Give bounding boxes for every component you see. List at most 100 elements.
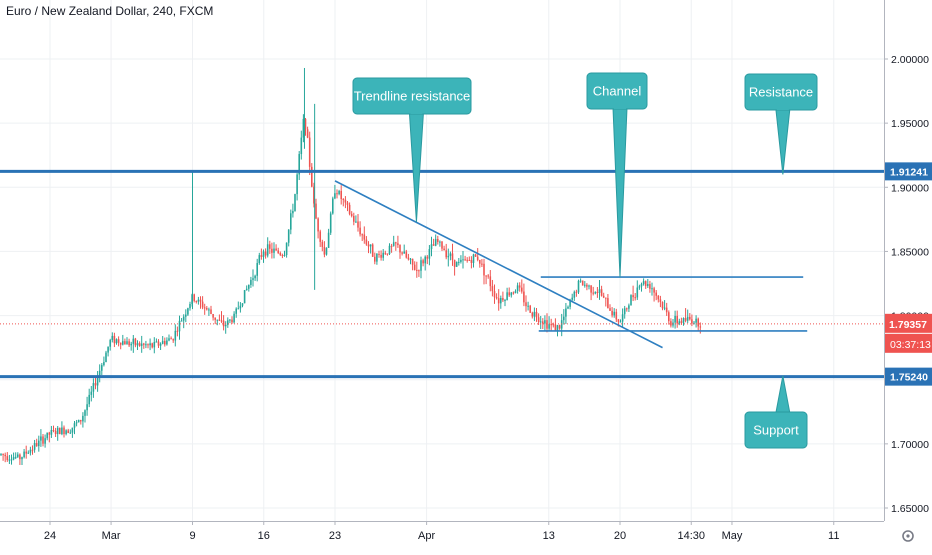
candle-body <box>201 301 204 308</box>
candle-body <box>250 279 252 285</box>
candle-body <box>596 291 599 293</box>
candle-body <box>434 239 437 246</box>
candle-body <box>329 213 332 233</box>
time-axis-label: Mar <box>102 530 121 542</box>
trendline-resistance[interactable] <box>334 180 663 349</box>
candle-body <box>12 457 15 460</box>
candle-body <box>216 319 219 321</box>
candle-body <box>38 440 40 447</box>
candle-body <box>126 341 128 345</box>
candle-body <box>227 320 229 325</box>
candle-body <box>294 194 296 211</box>
candle-body <box>382 252 384 258</box>
candle-body <box>586 284 588 287</box>
candle-body <box>401 252 403 254</box>
candle-body <box>319 231 321 242</box>
candle-body <box>174 330 177 341</box>
time-axis-label: 11 <box>828 530 839 542</box>
callout-box <box>744 411 808 449</box>
candle-body <box>474 254 477 257</box>
level-price-label: 1.91241 <box>890 166 928 178</box>
candle-body <box>426 256 429 259</box>
candle-body <box>598 289 601 293</box>
candle-body <box>140 343 143 346</box>
candle-body <box>611 310 613 316</box>
candle-body <box>157 341 160 346</box>
candle-body <box>48 432 51 435</box>
candle-body <box>29 449 32 453</box>
candle-body <box>287 229 290 243</box>
candle-body <box>548 324 550 329</box>
chart-title: Euro / New Zealand Dollar, 240, FXCM <box>6 4 214 18</box>
candle-body <box>17 454 19 457</box>
candle-body <box>111 335 114 341</box>
candle-body <box>390 245 393 247</box>
candle-body <box>172 339 174 341</box>
candle-body <box>571 297 573 300</box>
callout-support[interactable]: Support <box>744 375 808 449</box>
candle-body <box>560 320 563 329</box>
candle-body <box>523 291 525 303</box>
current-price-tag <box>885 313 932 333</box>
candle-body <box>577 280 580 293</box>
candle-body <box>14 456 17 458</box>
candle-body <box>592 292 594 294</box>
candle-body <box>388 245 391 255</box>
candle-body <box>262 251 265 257</box>
candle-body <box>655 292 657 296</box>
callout-resistance[interactable]: Resistance <box>744 73 818 175</box>
candle-body <box>252 278 254 280</box>
candle-body <box>8 459 11 461</box>
callout-label: Support <box>753 423 799 438</box>
candle-body <box>164 340 166 345</box>
candle-body <box>180 320 183 322</box>
time-axis-label: 14:30 <box>677 530 705 542</box>
candle-body <box>218 319 221 321</box>
candle-body <box>77 419 80 423</box>
candle-body <box>642 281 645 285</box>
candle-body <box>222 320 225 327</box>
candle-body <box>336 193 338 195</box>
candle-body <box>378 253 380 255</box>
candle-body <box>342 199 345 201</box>
candle-body <box>269 244 271 249</box>
candle-body <box>103 362 105 366</box>
candle-body <box>340 190 342 200</box>
candle-body <box>686 316 689 321</box>
candle-body <box>122 341 124 345</box>
candle-body <box>35 443 38 447</box>
candle-body <box>575 291 578 293</box>
candle-body <box>313 186 315 204</box>
candle-body <box>357 221 359 228</box>
candle-body <box>98 370 101 378</box>
candle-body <box>630 295 632 306</box>
candle-body <box>50 430 53 435</box>
candle-body <box>317 218 319 232</box>
candle-body <box>525 302 527 307</box>
candle-body <box>155 341 158 343</box>
settings-gear-icon[interactable] <box>902 530 914 542</box>
candle-body <box>281 255 284 257</box>
candle-body <box>422 260 424 264</box>
price-axis-label: 1.65000 <box>891 503 929 515</box>
candle-body <box>33 443 36 450</box>
candle-body <box>518 285 521 288</box>
candle-body <box>185 314 187 317</box>
callout-trendline-resistance[interactable]: Trendline resistance <box>352 77 472 222</box>
candle-body <box>504 300 506 302</box>
candle-body <box>178 320 181 332</box>
candle-body <box>542 321 544 324</box>
candle-body <box>563 316 565 321</box>
candle-body <box>628 305 630 309</box>
candle-body <box>665 307 668 313</box>
candles <box>0 67 702 466</box>
callout-channel[interactable]: Channel <box>586 72 648 278</box>
candle-body <box>554 324 557 331</box>
candle-body <box>470 260 473 263</box>
candle-body <box>332 198 334 214</box>
callout-pointer-join <box>776 107 789 110</box>
candle-body <box>640 284 643 287</box>
price-axis-panel <box>884 0 932 550</box>
